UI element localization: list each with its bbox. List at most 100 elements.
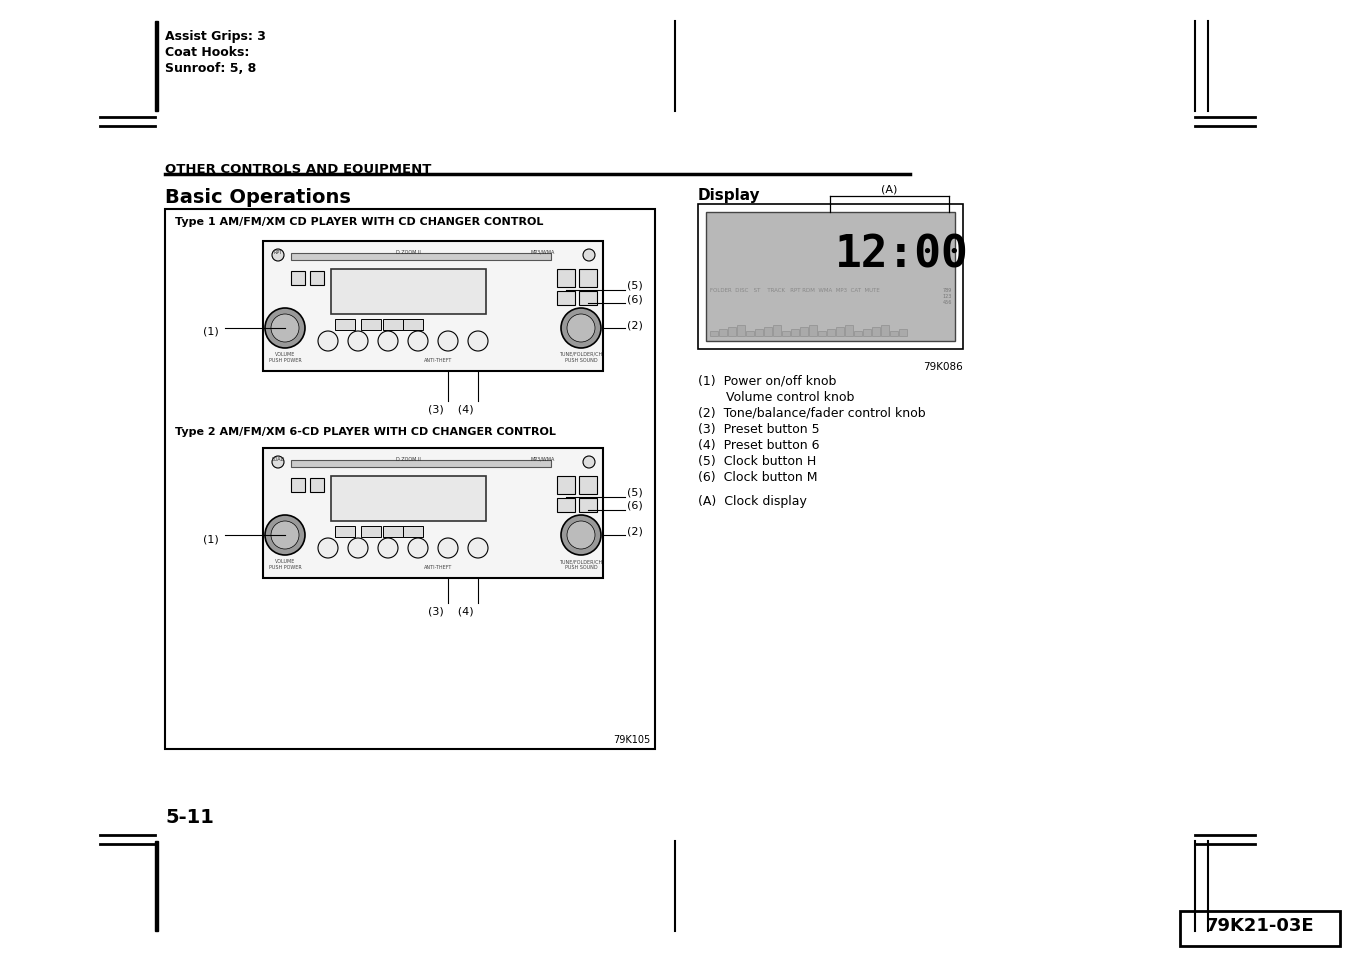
Bar [331,270,486,314]
Circle shape [438,538,458,558]
Circle shape [378,538,399,558]
Bar [335,526,355,537]
Bar [844,326,852,336]
Text: OTHER CONTROLS AND EQUIPMENT: OTHER CONTROLS AND EQUIPMENT [165,162,431,174]
Text: (2)  Tone/balance/fader control knob: (2) Tone/balance/fader control knob [698,407,925,419]
Bar [263,449,603,578]
Text: (1): (1) [203,534,219,543]
Bar [290,253,551,261]
Text: (6): (6) [627,500,643,511]
Bar [836,328,844,336]
Bar [881,326,889,336]
Text: Type 2 AM/FM/XM 6-CD PLAYER WITH CD CHANGER CONTROL: Type 2 AM/FM/XM 6-CD PLAYER WITH CD CHAN… [176,427,555,436]
Circle shape [467,538,488,558]
Bar [871,328,880,336]
Circle shape [438,332,458,352]
Text: Display: Display [698,188,761,203]
Bar [331,476,486,521]
Bar [765,328,771,336]
Circle shape [265,309,305,349]
Circle shape [317,538,338,558]
Text: Basic Operations: Basic Operations [165,188,351,207]
Text: (2): (2) [627,526,643,537]
Text: TUNE/FOLDER/CH
PUSH SOUND: TUNE/FOLDER/CH PUSH SOUND [559,352,603,362]
Bar [817,332,825,336]
Text: (1): (1) [203,327,219,336]
Bar [863,330,871,336]
Bar [898,330,907,336]
Bar [263,242,603,372]
Text: TUNE/FOLDER/CH
PUSH SOUND: TUNE/FOLDER/CH PUSH SOUND [559,558,603,569]
Bar [382,526,403,537]
Text: 79K21-03E: 79K21-03E [1205,916,1315,934]
Bar [309,478,324,493]
Circle shape [408,332,428,352]
Text: Type 1 AM/FM/XM CD PLAYER WITH CD CHANGER CONTROL: Type 1 AM/FM/XM CD PLAYER WITH CD CHANGE… [176,216,543,227]
Bar [698,205,963,350]
Text: 789
123
456: 789 123 456 [943,288,952,304]
Text: Volume control knob: Volume control knob [698,391,854,403]
Bar [403,319,423,331]
Circle shape [378,332,399,352]
Bar [827,330,835,336]
Bar [290,460,551,468]
Text: VOLUME
PUSH POWER: VOLUME PUSH POWER [269,558,301,569]
Text: (A): (A) [881,184,897,193]
Circle shape [408,538,428,558]
Bar [557,270,576,288]
Bar [557,498,576,513]
Bar [719,330,727,336]
Text: (6)  Clock button M: (6) Clock button M [698,471,817,483]
Text: D ZOOM II: D ZOOM II [396,250,420,254]
Text: MP3/WMA: MP3/WMA [531,250,555,254]
Circle shape [272,250,284,262]
Bar [155,22,158,112]
Text: (5): (5) [627,488,643,497]
Text: MP3/WMA: MP3/WMA [531,456,555,461]
Text: Coat Hooks:: Coat Hooks: [165,46,250,59]
Text: Assist Grips: 3: Assist Grips: 3 [165,30,266,43]
Text: 12:00: 12:00 [835,233,969,276]
Bar [580,476,597,495]
Circle shape [467,332,488,352]
Bar [580,270,597,288]
Text: (3)  Preset button 5: (3) Preset button 5 [698,422,820,436]
Bar [557,292,576,306]
Text: VOLUME
PUSH POWER: VOLUME PUSH POWER [269,352,301,362]
Bar [782,332,790,336]
Bar [290,478,305,493]
Bar [580,292,597,306]
Text: (3)    (4): (3) (4) [428,405,474,415]
Text: FOLDER  DISC   ST    TRACK   RPT RDM  WMA  MP3  CAT  MUTE: FOLDER DISC ST TRACK RPT RDM WMA MP3 CAT… [711,288,880,293]
Text: (5)  Clock button H: (5) Clock button H [698,455,816,468]
Text: D ZOOM II: D ZOOM II [396,456,420,461]
Text: (2): (2) [627,319,643,330]
Bar [309,272,324,286]
Bar [403,526,423,537]
Text: (6): (6) [627,294,643,304]
Circle shape [561,516,601,556]
Bar [557,476,576,495]
Bar [800,328,808,336]
Circle shape [349,538,367,558]
Text: (1)  Power on/off knob: (1) Power on/off knob [698,375,836,388]
Circle shape [272,314,299,343]
Bar [1179,911,1340,946]
Bar [728,328,736,336]
Text: ANTI-THEFT: ANTI-THEFT [424,564,453,569]
Bar [746,332,754,336]
Bar [361,526,381,537]
Text: 79K105: 79K105 [613,734,650,744]
Bar [820,218,954,283]
Bar [809,326,817,336]
Bar [773,326,781,336]
Circle shape [567,314,594,343]
Text: ANTI-THEFT: ANTI-THEFT [424,357,453,363]
Bar [165,210,655,749]
Bar [790,330,798,336]
Text: 79K086: 79K086 [923,361,963,372]
Text: LOAD: LOAD [272,456,285,461]
Bar [711,332,717,336]
Bar [755,330,763,336]
Bar [155,841,158,931]
